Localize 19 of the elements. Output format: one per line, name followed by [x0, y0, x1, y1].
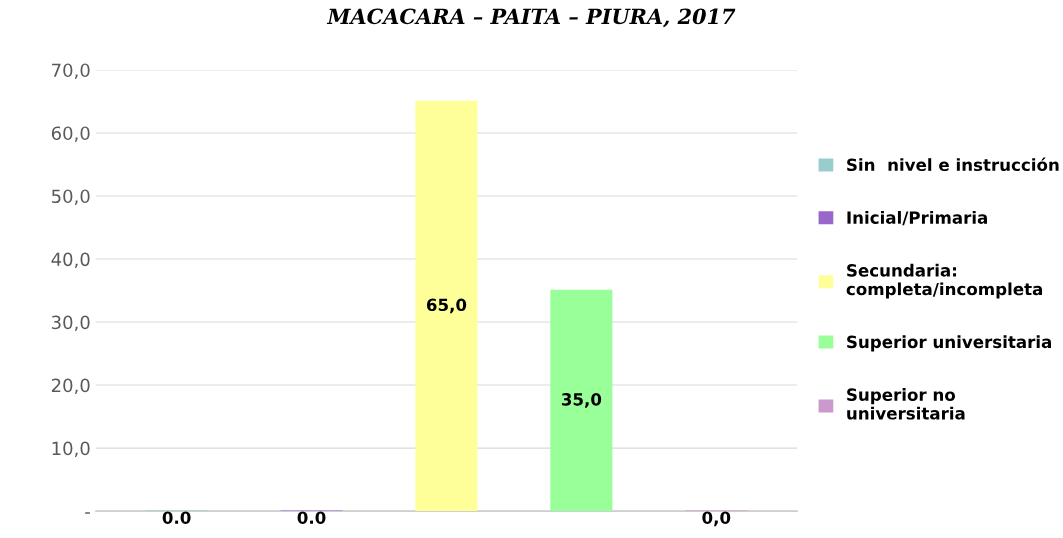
legend-label: Sin nivel e instrucción	[847, 157, 1059, 172]
data-label: 0.0	[162, 511, 191, 524]
data-label: 35,0	[561, 393, 602, 408]
data-label: 65,0	[426, 298, 467, 314]
y-tick-label: 40,0	[51, 252, 90, 268]
data-label: 0.0	[297, 511, 326, 524]
legend-label: Superior universitaria	[847, 335, 1051, 352]
legend-label: Secundaria: completa/incompleta	[846, 263, 1042, 299]
legend-label: Inicial/Primaria	[847, 211, 987, 226]
chart-title: MACACARA – PAITA – PIURA, 2017	[326, 8, 736, 28]
data-label: 0,0	[702, 511, 731, 527]
y-tick-label: 50,0	[52, 189, 90, 205]
y-tick-label: 60,0	[51, 126, 90, 142]
legend-label: Superior no universitaria	[847, 388, 965, 420]
y-tick-label: 30,0	[51, 315, 90, 331]
y-tick-label: -	[85, 512, 90, 514]
y-tick-label: 70,0	[52, 63, 90, 79]
y-tick-label: 10,0	[52, 441, 90, 458]
y-tick-label: 20,0	[51, 378, 90, 395]
